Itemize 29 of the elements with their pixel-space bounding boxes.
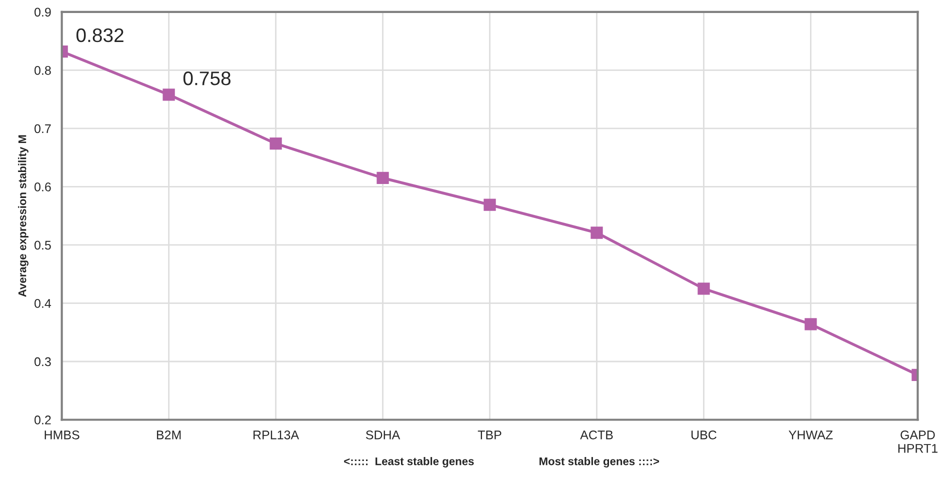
point (804, 318, 817, 330)
y-tick-label: 0.7 (34, 124, 51, 134)
x-tick-label: YHWAZ (788, 430, 833, 440)
x-tick-label: ACTB (580, 430, 613, 440)
data-label: 0.832 (76, 28, 124, 42)
y-tick-label: 0.5 (34, 240, 51, 250)
point (162, 88, 175, 101)
point (698, 282, 710, 295)
x-tick-label: RPL13A (254, 430, 300, 440)
y-tick-label: 0.3 (34, 357, 51, 366)
point (590, 226, 603, 239)
data-label: 0.758 (183, 71, 231, 86)
text: <::::: Least stable genes (344, 457, 474, 468)
point (376, 172, 389, 184)
x-tick-label: UBC (692, 430, 716, 440)
x-tick-label: GAPD HPRT1 (898, 430, 938, 453)
y-tick-label: 0.4 (34, 299, 52, 308)
y-tick-label: 0.9 (34, 8, 51, 17)
y-tick-label: 0.8 (34, 66, 51, 75)
x-tick-label: TBP (478, 430, 502, 440)
x-tick-label: SDHA (366, 430, 400, 440)
text: Most stable genes ::::> (540, 457, 660, 468)
point (270, 138, 282, 150)
y-axis-title: Average expression stability M (18, 135, 28, 297)
point (484, 198, 496, 211)
y-tick-label: 0.2 (34, 416, 51, 424)
x-tick-label: B2M (156, 430, 181, 440)
y-tick-label: 0.6 (34, 182, 51, 192)
x-tick-label: HMBS (44, 430, 80, 440)
